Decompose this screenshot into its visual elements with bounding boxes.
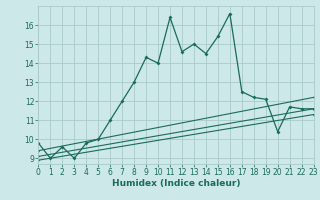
X-axis label: Humidex (Indice chaleur): Humidex (Indice chaleur) [112,179,240,188]
